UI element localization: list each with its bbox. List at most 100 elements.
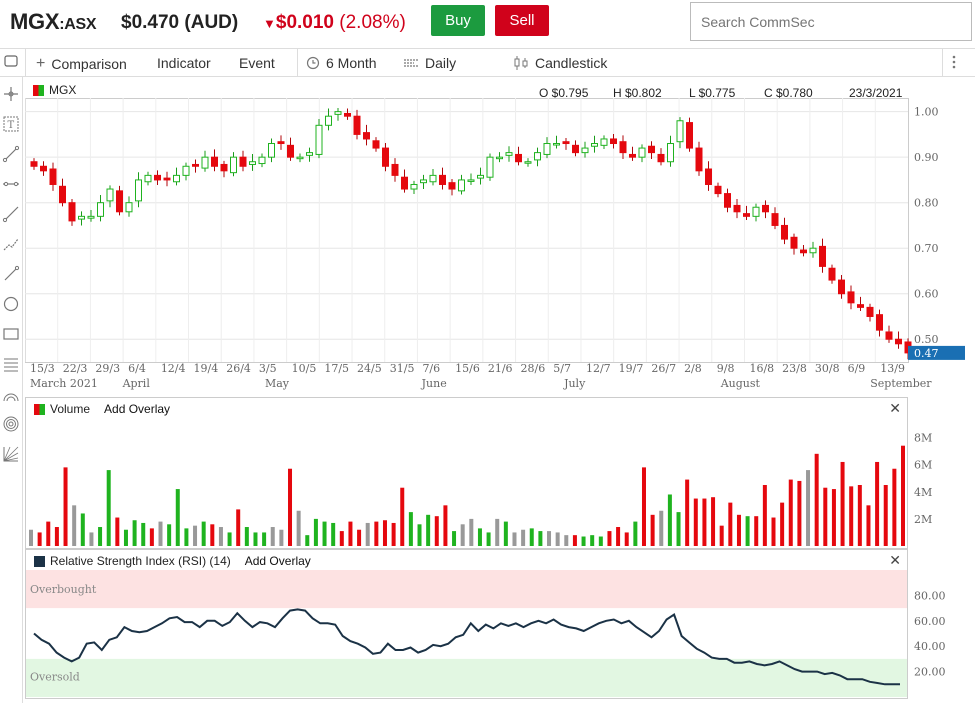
candlestick-icon [514,56,528,70]
crosshair-icon[interactable] [2,85,20,103]
candle-body [562,141,570,145]
volume-bar [63,467,68,546]
ray-line-icon[interactable] [2,205,20,223]
volume-bar [883,485,888,546]
arrow-line-icon[interactable] [2,265,20,283]
volume-bar [132,520,137,546]
candle-body [619,141,627,154]
rectangle-tool-icon[interactable] [2,325,20,343]
chart-type-button[interactable]: Candlestick [513,55,607,71]
rsi-line [33,608,900,686]
volume-bar [123,529,128,546]
close-rsi-icon[interactable]: ✕ [889,552,901,568]
volume-bar [901,445,905,546]
candle-body [771,213,779,226]
volume-bar [400,487,405,546]
date-tick-label: 5/7 [553,362,571,375]
chart-type-label: Candlestick [535,55,608,71]
candle-body [477,174,484,179]
volume-bar [46,521,51,546]
volume-bar [158,521,163,546]
horizontal-line-icon[interactable] [2,175,20,193]
drawing-tools-sidebar: T [0,77,23,703]
candle-body [334,111,342,115]
volume-axis-label: 4M [914,486,932,499]
volume-bar [823,487,828,546]
month-label: August [720,377,761,390]
month-label: April [122,377,151,390]
volume-bar [460,524,465,546]
candle-body [496,156,503,160]
date-tick-label: 15/6 [455,362,480,375]
volume-bar [37,532,42,546]
volume-bar [607,531,612,546]
volume-bar [348,521,353,546]
candle-body [828,267,836,281]
volume-bar [201,521,206,546]
candle-body [486,156,494,178]
indicator-button[interactable]: Indicator [157,55,211,71]
volume-bar [322,521,327,546]
volume-bar [616,527,621,546]
line-segment-icon[interactable] [2,145,20,163]
volume-bar [477,528,482,546]
rsi-axis-label: 20.00 [914,666,946,679]
date-tick-label: 29/3 [95,362,120,375]
buy-button[interactable]: Buy [431,5,485,36]
comparison-button[interactable]: + Comparison [36,55,127,73]
interval-button[interactable]: Daily [403,55,456,71]
candle-body [724,193,731,208]
price-axis-label: 0.90 [914,151,939,164]
rsi-add-overlay-link[interactable]: Add Overlay [244,554,311,568]
volume-bar [667,494,672,546]
gann-fan-icon[interactable] [2,445,20,463]
candle-body [163,177,171,181]
date-tick-label: 6/4 [128,362,146,375]
candle-body [287,144,294,158]
last-price: $0.470 (AUD) [121,12,239,33]
spiral-tool-icon[interactable] [2,415,20,433]
date-tick-label: 12/7 [586,362,611,375]
arc-tool-icon[interactable] [2,385,20,403]
candle-body [781,224,788,240]
fibonacci-icon[interactable] [2,355,20,373]
price-axis-label: 0.80 [914,197,939,210]
date-tick-label: 12/4 [161,362,186,375]
volume-bar [193,525,198,546]
sell-button[interactable]: Sell [495,5,549,36]
close-volume-icon[interactable]: ✕ [889,400,901,416]
polyline-icon[interactable] [2,235,20,253]
volume-bar [547,531,552,546]
more-options-button[interactable] [951,54,957,70]
volume-bar [288,468,293,546]
volume-bar [106,470,111,546]
candle-body [30,161,38,167]
volume-bar [650,514,655,546]
volume-bar [434,516,439,546]
circle-tool-icon[interactable] [2,295,20,313]
text-tool-icon[interactable]: T [2,115,20,133]
candle-body [553,143,560,146]
candle-body [268,143,275,158]
volume-bar [331,522,336,546]
quote-header: MGX:ASX $0.470 (AUD) ▼$0.010 (2.08%) Buy… [0,0,975,46]
candle-body [838,279,845,295]
candle-body [752,206,760,217]
volume-bar [728,502,733,546]
period-button[interactable]: 6 Month [306,55,377,71]
candle-body [154,174,161,181]
volume-bar [391,522,396,546]
volume-bar [495,518,500,546]
plus-icon: + [36,55,46,72]
candle-body [173,174,180,183]
volume-bar [29,529,33,546]
series-color-icon [33,84,44,96]
event-button[interactable]: Event [239,55,275,71]
volume-bar [762,485,767,546]
candle-body [809,247,817,254]
price-chart-canvas[interactable]: 1.00 0.90 0.80 0.70 0.60 0.50 15/3 22/3 29/3 6/4 1… [25,98,975,398]
search-input[interactable] [690,2,972,41]
toggle-panel-button[interactable] [4,55,18,67]
volume-add-overlay-link[interactable]: Add Overlay [104,402,171,416]
date-tick-label: 19/4 [194,362,219,375]
